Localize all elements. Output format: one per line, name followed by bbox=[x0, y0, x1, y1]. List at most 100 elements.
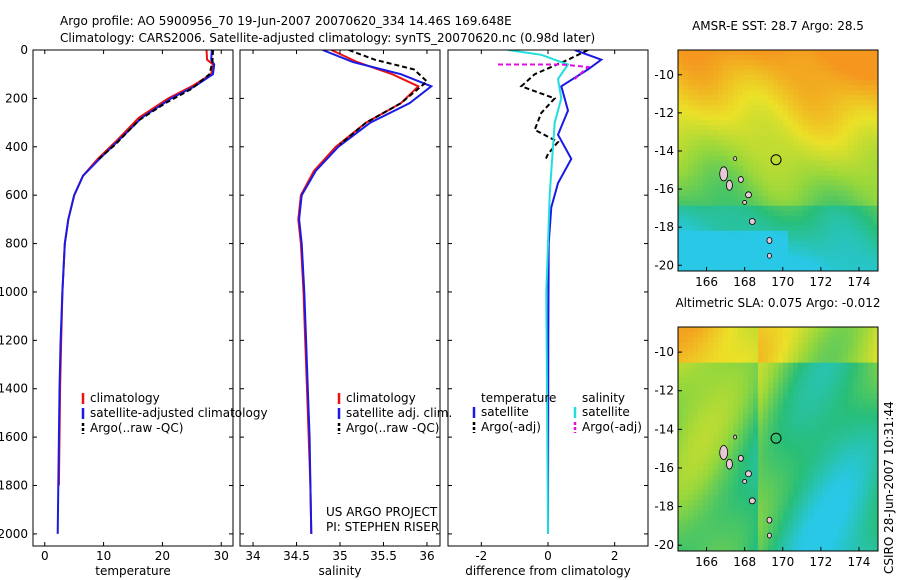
heat-cell bbox=[808, 505, 814, 511]
heat-cell bbox=[683, 352, 689, 358]
heat-cell bbox=[733, 347, 739, 353]
heat-cell bbox=[728, 220, 734, 227]
heat-cell bbox=[833, 454, 839, 460]
heat-cell bbox=[833, 515, 839, 521]
heat-cell bbox=[683, 377, 689, 384]
heat-cell bbox=[848, 408, 854, 414]
heat-cell bbox=[748, 265, 754, 272]
heat-cell bbox=[718, 362, 724, 369]
heat-cell bbox=[823, 342, 829, 348]
heat-cell bbox=[813, 540, 819, 547]
heat-cell bbox=[688, 520, 694, 526]
heat-cell bbox=[733, 444, 739, 450]
heat-cell bbox=[838, 105, 844, 111]
heat-cell bbox=[748, 200, 754, 207]
heat-cell bbox=[703, 408, 709, 414]
heat-cell bbox=[803, 398, 809, 404]
heat-cell bbox=[693, 510, 699, 516]
heat-cell bbox=[738, 520, 744, 526]
heat-cell bbox=[778, 160, 784, 166]
heat-cell bbox=[763, 398, 769, 404]
heat-cell bbox=[683, 75, 689, 81]
heat-cell bbox=[813, 428, 819, 435]
heat-cell bbox=[848, 413, 854, 420]
heat-cell bbox=[823, 372, 829, 379]
heat-cell bbox=[773, 140, 779, 146]
heat-cell bbox=[763, 170, 769, 176]
heat-cell bbox=[723, 255, 729, 262]
heat-cell bbox=[738, 110, 744, 116]
heat-cell bbox=[818, 95, 824, 101]
heat-cell bbox=[828, 50, 834, 56]
heat-cell bbox=[723, 332, 729, 338]
heat-cell bbox=[818, 403, 824, 409]
heat-cell bbox=[848, 444, 854, 450]
heat-cell bbox=[738, 215, 744, 222]
heat-cell bbox=[723, 80, 729, 86]
heat-cell bbox=[758, 135, 764, 141]
heat-cell bbox=[748, 135, 754, 141]
heat-cell bbox=[873, 439, 879, 445]
heat-cell bbox=[833, 90, 839, 96]
heat-cell bbox=[868, 150, 874, 156]
heat-cell bbox=[848, 342, 854, 348]
heat-cell bbox=[783, 484, 789, 491]
heat-cell bbox=[723, 190, 729, 197]
heat-cell bbox=[783, 65, 789, 71]
heat-cell bbox=[788, 454, 794, 460]
heat-cell bbox=[683, 388, 689, 394]
island bbox=[766, 237, 773, 244]
heat-cell bbox=[793, 484, 799, 491]
heat-cell bbox=[743, 170, 749, 176]
heat-cell bbox=[778, 408, 784, 414]
heat-cell bbox=[783, 418, 789, 425]
heat-cell bbox=[858, 327, 864, 333]
heat-cell bbox=[828, 85, 834, 91]
heat-cell bbox=[798, 230, 804, 237]
heat-cell bbox=[713, 327, 719, 333]
heat-cell bbox=[778, 439, 784, 445]
heat-cell bbox=[808, 479, 814, 486]
heat-cell bbox=[823, 398, 829, 404]
heat-cell bbox=[818, 489, 824, 496]
heat-cell bbox=[813, 255, 819, 262]
heat-cell bbox=[683, 70, 689, 76]
heat-cell bbox=[763, 367, 769, 374]
heat-cell bbox=[868, 235, 874, 242]
heat-cell bbox=[678, 265, 684, 272]
heat-cell bbox=[698, 255, 704, 262]
heat-cell bbox=[798, 240, 804, 247]
heat-cell bbox=[828, 120, 834, 126]
heat-cell bbox=[748, 95, 754, 101]
heat-cell bbox=[833, 200, 839, 207]
heat-cell bbox=[833, 105, 839, 111]
heat-cell bbox=[803, 155, 809, 161]
heat-cell bbox=[848, 60, 854, 66]
heat-cell bbox=[738, 423, 744, 430]
heat-cell bbox=[793, 60, 799, 66]
heat-cell bbox=[838, 489, 844, 496]
heat-cell bbox=[748, 225, 754, 232]
heat-cell bbox=[723, 220, 729, 227]
heat-cell bbox=[808, 413, 814, 420]
heat-cell bbox=[718, 428, 724, 435]
heat-cell bbox=[768, 80, 774, 86]
heat-cell bbox=[733, 200, 739, 207]
heat-cell bbox=[698, 55, 704, 61]
heat-cell bbox=[798, 357, 804, 364]
heat-cell bbox=[733, 530, 739, 537]
heat-cell bbox=[853, 155, 859, 161]
heat-cell bbox=[813, 140, 819, 146]
heat-cell bbox=[823, 535, 829, 542]
heat-cell bbox=[678, 140, 684, 146]
heat-cell bbox=[813, 150, 819, 156]
heat-cell bbox=[783, 489, 789, 496]
heat-cell bbox=[838, 530, 844, 537]
heat-cell bbox=[858, 135, 864, 141]
heat-cell bbox=[838, 332, 844, 338]
heat-cell bbox=[713, 347, 719, 353]
heat-cell bbox=[803, 85, 809, 91]
heat-cell bbox=[773, 265, 779, 272]
heat-cell bbox=[843, 225, 849, 232]
heat-cell bbox=[863, 530, 869, 537]
